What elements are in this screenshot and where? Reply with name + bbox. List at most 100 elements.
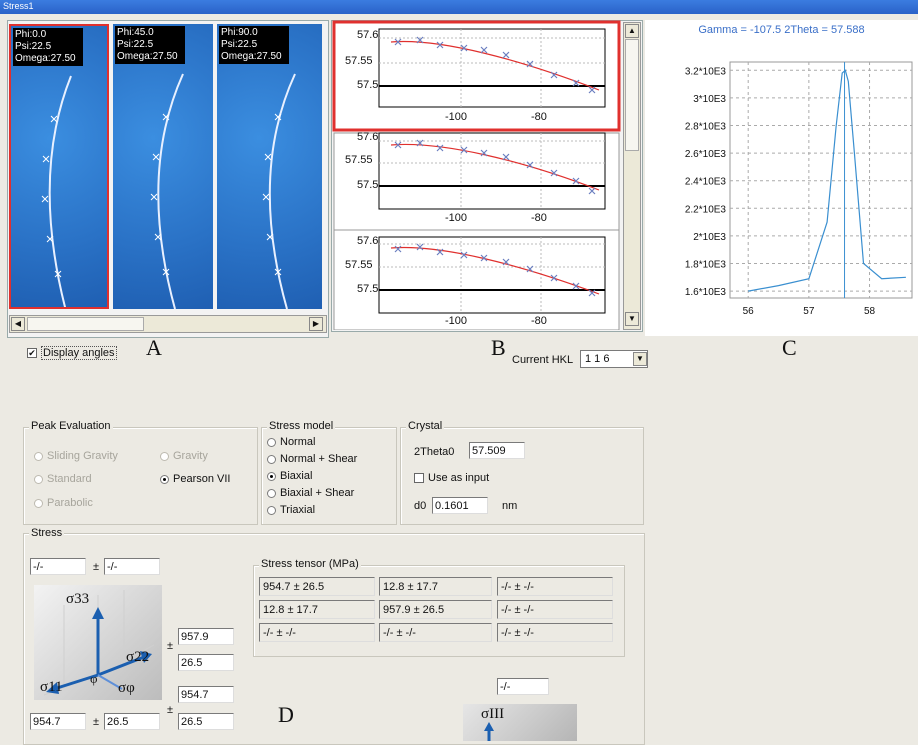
s11-value[interactable]: 954.7 bbox=[178, 686, 234, 703]
stress-tensor-group bbox=[253, 565, 625, 657]
radio-pearson-vii[interactable]: Pearson VII bbox=[160, 473, 230, 485]
detector-hscrollbar[interactable]: ◀ ▶ bbox=[9, 315, 327, 333]
radio-sliding-gravity[interactable]: Sliding Gravity bbox=[34, 450, 118, 462]
y-tick-label: 1.6*10E3 bbox=[685, 287, 727, 298]
scroll-thumb[interactable] bbox=[27, 317, 144, 331]
y-tick-label: 2.2*10E3 bbox=[685, 204, 727, 215]
fit1-ytick: 57.5 bbox=[357, 79, 379, 91]
tensor-cell-11: 954.7 ± 26.5 bbox=[259, 577, 375, 596]
fit-plot-1 bbox=[332, 20, 621, 132]
fit3-xtick: -100 bbox=[445, 315, 468, 327]
fit-scroll-thumb[interactable] bbox=[625, 39, 639, 151]
detector-frame-2[interactable]: Phi:45.0 Psi:22.5 Omega:27.50 bbox=[113, 24, 213, 309]
tensor-cell-23: -/- ± -/- bbox=[497, 600, 613, 619]
checkmark-icon: ✔ bbox=[27, 348, 37, 359]
fit-plot-2 bbox=[333, 132, 620, 240]
radio-icon bbox=[267, 471, 276, 481]
fit1-xtick: -100 bbox=[445, 111, 468, 123]
fit1-xtick: -80 bbox=[531, 111, 547, 123]
fit2-xtick: -80 bbox=[531, 212, 547, 224]
scroll-down-button[interactable]: ▼ bbox=[625, 312, 639, 326]
stress-top-error[interactable]: -/- bbox=[104, 558, 160, 575]
scroll-up-button[interactable]: ▲ bbox=[625, 24, 639, 38]
fit1-ytick: 57.55 bbox=[345, 55, 373, 67]
radio-biaxial-shear[interactable]: Biaxial + Shear bbox=[267, 487, 354, 499]
sigma-11-label: σ11 bbox=[40, 679, 63, 695]
peak-evaluation-title: Peak Evaluation bbox=[29, 420, 113, 432]
checkbox-icon bbox=[414, 473, 424, 484]
fit2-xtick: -100 bbox=[445, 212, 468, 224]
window-titlebar: Stress1 bbox=[0, 0, 918, 14]
s22-value[interactable]: 957.9 bbox=[178, 628, 234, 645]
radio-icon bbox=[267, 505, 276, 515]
fit2-ytick: 57.6 bbox=[357, 131, 379, 143]
scroll-right-button[interactable]: ▶ bbox=[309, 317, 323, 331]
peak-chart: 3.2*10E3 3*10E3 2.8*10E3 2.6*10E3 2.4*10E3 2.… bbox=[685, 61, 913, 317]
hkl-select[interactable]: 1 1 6 ▼ bbox=[580, 350, 648, 368]
tensor-cell-12: 12.8 ± 17.7 bbox=[379, 577, 492, 596]
diffraction-ring-1 bbox=[41, 75, 72, 307]
radio-biaxial[interactable]: Biaxial bbox=[267, 470, 312, 482]
stress-tensor-title: Stress tensor (MPa) bbox=[259, 558, 361, 570]
plus-minus: ± bbox=[167, 640, 174, 652]
phi-label: φ bbox=[90, 671, 98, 686]
crystal-title: Crystal bbox=[406, 420, 445, 432]
current-hkl-label: Current HKL bbox=[512, 354, 574, 366]
scroll-left-button[interactable]: ◀ bbox=[11, 317, 25, 331]
radio-gravity[interactable]: Gravity bbox=[160, 450, 208, 462]
frame1-phi: Phi:0.0 bbox=[15, 29, 47, 40]
y-tick-label: 2*10E3 bbox=[693, 232, 726, 243]
display-angles-checkbox[interactable]: ✔ Display angles bbox=[27, 346, 117, 360]
radio-normal-shear[interactable]: Normal + Shear bbox=[267, 453, 357, 465]
two-theta-label: 2Theta0 bbox=[414, 446, 455, 458]
x-tick-label: 56 bbox=[743, 306, 755, 317]
d0-input[interactable]: 0.1601 bbox=[432, 497, 488, 514]
frame3-psi: Psi:22.5 bbox=[221, 39, 258, 50]
y-tick-label: 2.4*10E3 bbox=[685, 177, 727, 188]
radio-standard[interactable]: Standard bbox=[34, 473, 92, 485]
fit1-ytick: 57.6 bbox=[357, 29, 379, 41]
radio-normal[interactable]: Normal bbox=[267, 436, 315, 448]
s22-error[interactable]: 26.5 bbox=[178, 654, 234, 671]
two-theta-input[interactable]: 57.509 bbox=[469, 442, 525, 459]
radio-parabolic[interactable]: Parabolic bbox=[34, 497, 93, 509]
bottom-value[interactable]: 954.7 bbox=[30, 713, 86, 730]
s3-value[interactable]: -/- bbox=[497, 678, 549, 695]
diffraction-ring-3 bbox=[262, 73, 296, 309]
d0-unit: nm bbox=[502, 500, 518, 512]
fit-plots bbox=[332, 20, 621, 330]
frame3-omega: Omega:27.50 bbox=[221, 51, 282, 62]
stress-model-title: Stress model bbox=[267, 420, 336, 432]
x-tick-label: 58 bbox=[864, 306, 876, 317]
fit-plot-3 bbox=[333, 229, 620, 330]
plus-minus: ± bbox=[93, 561, 100, 573]
frame1-psi: Psi:22.5 bbox=[15, 41, 52, 52]
radio-icon bbox=[160, 451, 169, 461]
sigma-iii-label: σIII bbox=[481, 706, 505, 722]
s11-error[interactable]: 26.5 bbox=[178, 713, 234, 730]
fit3-ytick: 57.6 bbox=[357, 235, 379, 247]
chevron-down-icon[interactable]: ▼ bbox=[633, 352, 647, 366]
y-tick-label: 3.2*10E3 bbox=[685, 66, 727, 77]
radio-triaxial[interactable]: Triaxial bbox=[267, 504, 315, 516]
stress-top-value[interactable]: -/- bbox=[30, 558, 86, 575]
diffraction-ring-2 bbox=[150, 73, 184, 309]
use-as-input-checkbox[interactable]: Use as input bbox=[414, 472, 489, 484]
tensor-cell-33: -/- ± -/- bbox=[497, 623, 613, 642]
bottom-error[interactable]: 26.5 bbox=[104, 713, 160, 730]
sigma-33-label: σ33 bbox=[66, 591, 90, 607]
fit3-xtick: -80 bbox=[531, 315, 547, 327]
frame2-omega: Omega:27.50 bbox=[117, 51, 178, 62]
frame3-phi: Phi:90.0 bbox=[221, 27, 258, 38]
detector-frame-1[interactable]: Phi:0.0 Psi:22.5 Omega:27.50 bbox=[9, 24, 109, 309]
detector-frame-3[interactable]: Phi:90.0 Psi:22.5 Omega:27.50 bbox=[217, 24, 322, 309]
stress-title: Stress bbox=[29, 527, 65, 539]
sigma-iii-image: σIII bbox=[463, 704, 577, 741]
tensor-cell-21: 12.8 ± 17.7 bbox=[259, 600, 375, 619]
fit-vscrollbar[interactable]: ▲ ▼ bbox=[623, 22, 641, 330]
annotation-a: A bbox=[146, 335, 162, 360]
fit3-ytick: 57.55 bbox=[345, 259, 373, 271]
display-angles-label: Display angles bbox=[41, 346, 117, 360]
annotation-d: D bbox=[278, 702, 294, 727]
arrow-up-icon bbox=[484, 722, 494, 741]
